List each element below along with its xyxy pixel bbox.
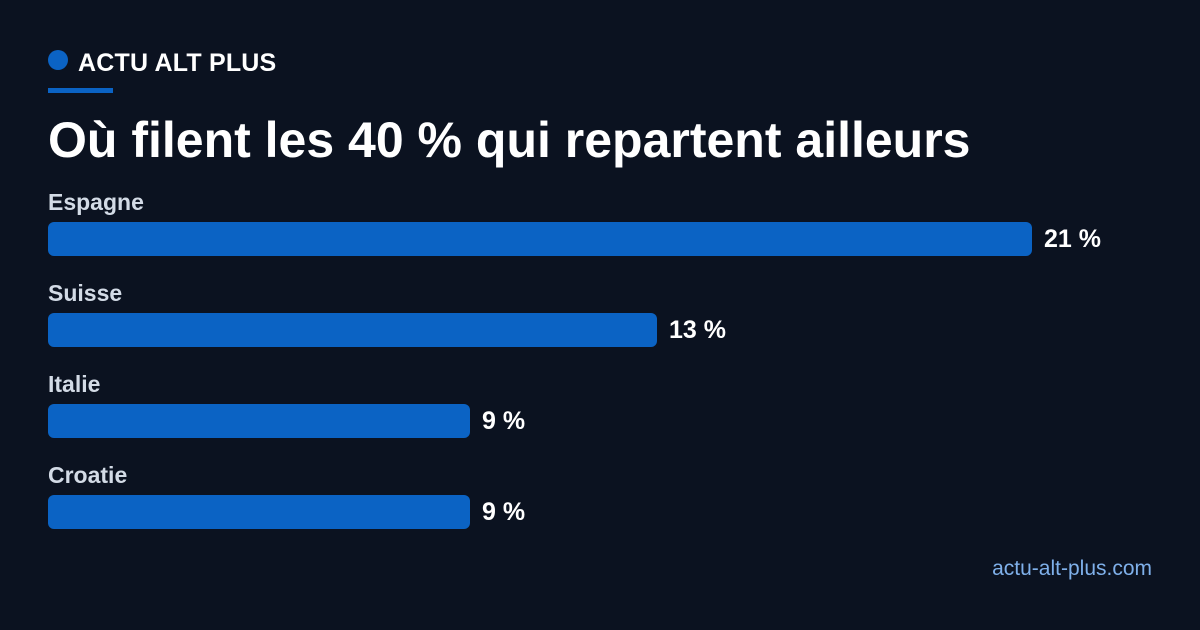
brand-underline — [48, 88, 113, 93]
category-label: Espagne — [48, 189, 144, 215]
footer-url: actu-alt-plus.com — [992, 557, 1152, 580]
value-label: 13 % — [669, 316, 726, 344]
category-label: Croatie — [48, 462, 128, 488]
bar — [48, 495, 470, 529]
bar — [48, 404, 470, 438]
value-label: 21 % — [1044, 225, 1101, 253]
value-label: 9 % — [482, 498, 526, 526]
value-label: 9 % — [482, 407, 526, 435]
brand-header: ACTU ALT PLUS — [48, 48, 276, 78]
category-label: Suisse — [48, 280, 123, 306]
category-label: Italie — [48, 371, 101, 397]
page-title: Où filent les 40 % qui repartent ailleur… — [48, 112, 971, 168]
bar — [48, 222, 1032, 256]
bar — [48, 313, 657, 347]
brand-name: ACTU ALT PLUS — [78, 48, 277, 77]
brand-dot-icon — [48, 50, 68, 70]
